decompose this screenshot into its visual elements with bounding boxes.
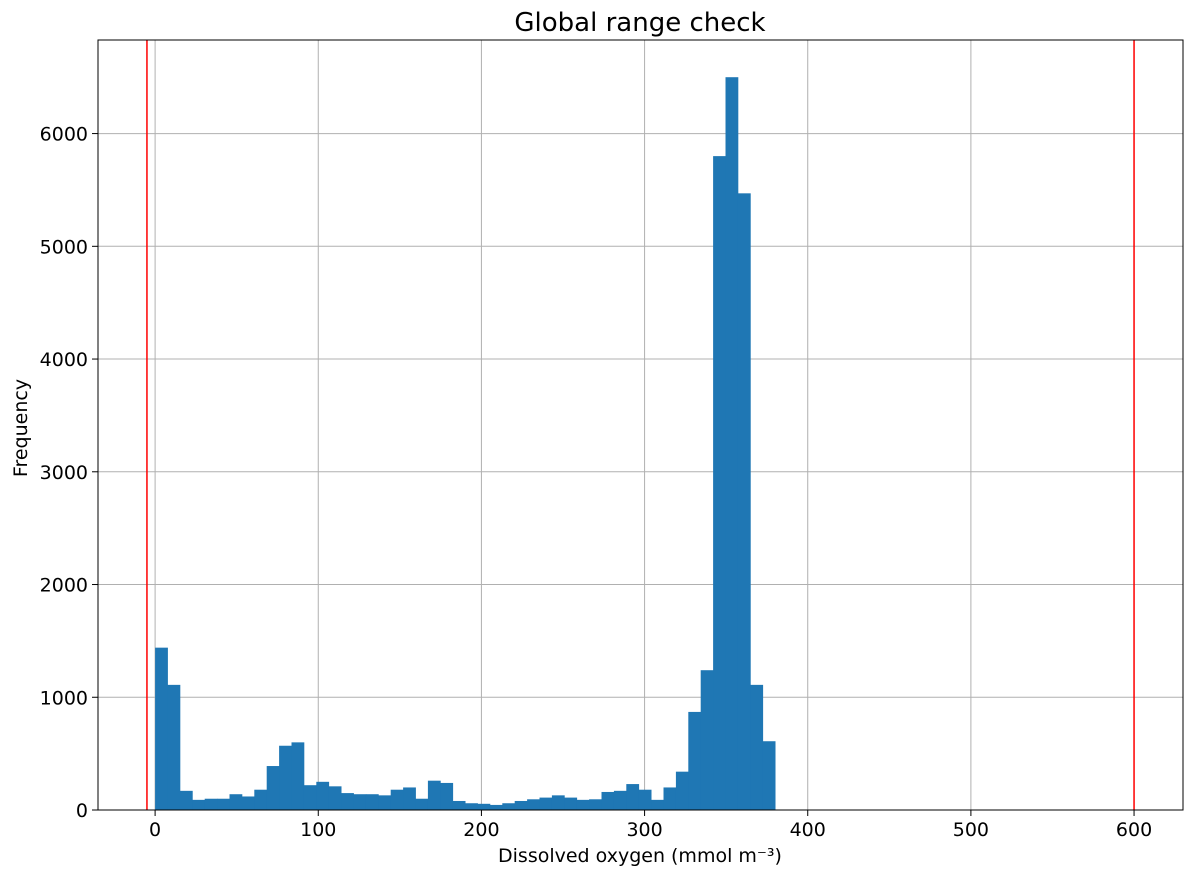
x-axis-label: Dissolved oxygen (mmol m⁻³) xyxy=(498,845,782,867)
histogram-bar xyxy=(378,795,392,810)
histogram-bar xyxy=(539,797,553,810)
histogram-bar xyxy=(254,789,268,810)
y-axis-label: Frequency xyxy=(10,379,32,477)
histogram-bar xyxy=(675,771,689,810)
histogram-bar xyxy=(725,77,739,811)
histogram-bar xyxy=(266,766,280,810)
histogram-bar xyxy=(353,794,367,810)
x-tick-label: 0 xyxy=(149,819,161,841)
histogram-bar xyxy=(762,741,776,810)
histogram-bar xyxy=(192,799,206,810)
histogram-bar xyxy=(179,790,193,810)
histogram-bar xyxy=(551,795,565,810)
histogram-bar xyxy=(700,670,714,810)
histogram-bar xyxy=(663,787,677,810)
y-tick-label: 6000 xyxy=(40,124,88,146)
histogram-bar xyxy=(291,742,305,810)
histogram-bar xyxy=(328,786,342,810)
x-tick-label: 300 xyxy=(626,819,662,841)
histogram-bar xyxy=(341,793,354,810)
histogram-bar xyxy=(688,711,702,810)
histogram-bar xyxy=(713,156,726,810)
x-tick-label: 400 xyxy=(790,819,826,841)
x-tick-label: 500 xyxy=(953,819,989,841)
y-axis-ticks: 0 1000 2000 3000 4000 5000 6000 xyxy=(40,124,98,822)
histogram-bar xyxy=(527,799,540,810)
y-tick-label: 1000 xyxy=(40,687,88,709)
histogram-bar xyxy=(613,790,627,810)
histogram-bar xyxy=(737,193,751,810)
histogram-bar xyxy=(502,803,516,810)
histogram-bar xyxy=(316,781,330,810)
x-tick-label: 600 xyxy=(1116,819,1152,841)
histogram-bar xyxy=(564,797,578,810)
histogram-bar xyxy=(167,684,181,810)
x-tick-label: 100 xyxy=(300,819,336,841)
plot-frame xyxy=(97,39,1184,811)
histogram-bars xyxy=(155,77,776,811)
histogram-bar xyxy=(155,647,168,810)
histogram-bar xyxy=(638,789,652,810)
x-axis-ticks: 0 100 200 300 400 500 600 xyxy=(149,810,1152,841)
range-limit-lines xyxy=(146,40,1135,810)
y-tick-label: 3000 xyxy=(40,462,88,484)
histogram-bar xyxy=(514,800,528,810)
histogram-bar xyxy=(229,794,243,810)
x-tick-label: 200 xyxy=(463,819,499,841)
histogram-bar xyxy=(465,803,478,810)
y-tick-label: 4000 xyxy=(40,349,88,371)
histogram-bar xyxy=(750,684,764,810)
chart-title: Global range check xyxy=(514,8,765,38)
grid-lines xyxy=(98,40,1183,811)
histogram-bar xyxy=(452,800,466,810)
histogram-bar xyxy=(241,796,255,810)
histogram-bar xyxy=(489,804,503,810)
histogram-bar xyxy=(601,791,615,810)
y-tick-label: 5000 xyxy=(40,236,88,258)
y-tick-label: 2000 xyxy=(40,575,88,597)
histogram-bar xyxy=(403,787,416,810)
histogram-bar xyxy=(303,785,317,810)
histogram-bar xyxy=(626,784,640,810)
histogram-bar xyxy=(390,789,404,810)
histogram-bar xyxy=(365,794,379,810)
histogram-bar xyxy=(204,798,218,810)
histogram-bar xyxy=(576,799,590,810)
histogram-bar xyxy=(589,799,602,810)
y-tick-label: 0 xyxy=(76,800,88,822)
histogram-bar xyxy=(477,803,491,810)
histogram-bar xyxy=(415,798,429,810)
histogram-bar xyxy=(279,745,292,810)
histogram-bar xyxy=(217,798,230,810)
histogram-bar xyxy=(440,782,454,810)
histogram-bar xyxy=(427,780,441,810)
histogram-bar xyxy=(651,799,664,810)
